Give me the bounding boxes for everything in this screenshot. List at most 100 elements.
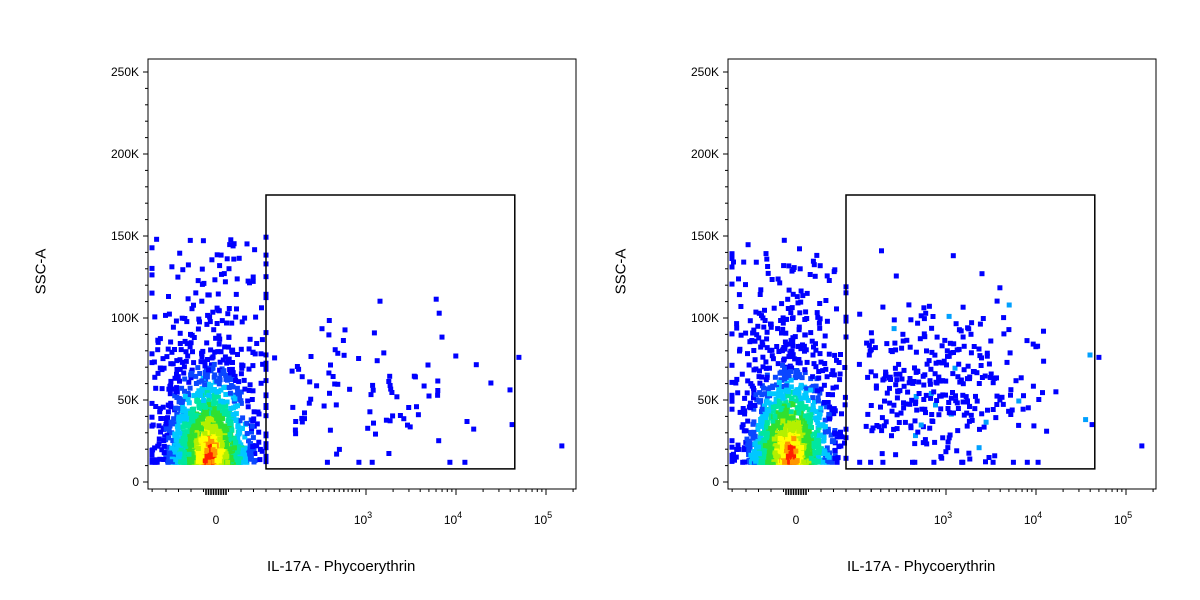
event-dot	[751, 449, 757, 454]
event-dot	[256, 429, 262, 435]
event-dot	[729, 444, 735, 450]
event-dot-positive	[415, 412, 421, 418]
event-dot	[742, 411, 748, 417]
event-dot	[801, 459, 807, 465]
event-dot	[258, 351, 264, 357]
event-dot	[811, 262, 817, 268]
event-dot-positive	[870, 425, 876, 431]
event-dot	[777, 280, 783, 286]
event-dot	[793, 410, 799, 416]
event-dot-positive	[900, 338, 906, 344]
event-dot	[759, 406, 765, 412]
event-dot	[731, 259, 736, 265]
event-dot	[813, 437, 819, 443]
event-dot	[796, 391, 802, 397]
event-dot	[766, 400, 772, 406]
event-dot	[215, 291, 221, 297]
event-dot	[800, 293, 806, 299]
event-dot	[774, 344, 780, 349]
event-dot-positive	[920, 373, 926, 379]
event-dot-positive	[927, 425, 933, 431]
event-dot	[236, 379, 242, 385]
event-dot	[778, 369, 784, 375]
event-dot	[770, 356, 776, 362]
event-dot	[194, 438, 200, 444]
event-dot	[797, 246, 802, 252]
event-dot	[776, 400, 782, 406]
event-dot	[208, 347, 214, 353]
event-dot-positive	[327, 390, 332, 396]
event-dot-positive	[918, 313, 924, 319]
event-dot	[772, 374, 778, 380]
event-dot	[180, 397, 186, 403]
event-dot	[769, 277, 775, 282]
event-dot	[779, 442, 785, 448]
event-dot	[816, 369, 822, 374]
event-dot	[185, 353, 191, 359]
event-dot	[821, 400, 827, 405]
event-dot	[762, 391, 768, 397]
event-dot-positive	[334, 451, 340, 457]
event-dot	[775, 410, 781, 416]
event-dot-positive	[879, 248, 884, 254]
event-dot-positive	[929, 325, 935, 331]
event-dot	[223, 392, 229, 397]
event-dot-positive	[879, 428, 885, 434]
event-dot-positive	[921, 397, 927, 402]
event-dot	[171, 421, 177, 427]
event-dot	[821, 435, 827, 440]
event-dot-positive	[921, 305, 927, 311]
event-dot	[758, 287, 764, 293]
event-dot	[751, 367, 757, 373]
event-dot	[826, 454, 832, 460]
gate-rectangle[interactable]	[265, 194, 516, 470]
y-tick-label: 100K	[691, 311, 719, 325]
event-dot	[821, 382, 827, 388]
event-dot	[197, 371, 203, 376]
gate-rectangle[interactable]	[845, 194, 1096, 470]
event-dot	[157, 365, 163, 371]
event-dot	[795, 371, 800, 377]
event-dot-positive	[902, 419, 908, 425]
event-dot	[767, 454, 773, 460]
event-dot	[758, 417, 764, 422]
event-dot-positive	[1013, 378, 1019, 384]
event-dot-positive	[973, 393, 978, 399]
event-dot-positive	[347, 386, 353, 392]
event-dot	[233, 291, 239, 297]
y-tick-label: 250K	[111, 65, 139, 79]
event-dot	[163, 421, 169, 427]
event-dot	[183, 349, 189, 355]
event-dot-positive	[1035, 459, 1041, 465]
event-dot	[822, 361, 828, 366]
y-tick-label: 150K	[111, 229, 139, 243]
event-dot	[823, 298, 829, 303]
event-dot-positive	[960, 392, 966, 398]
event-dot-positive	[868, 330, 874, 336]
event-dot	[214, 321, 220, 326]
event-dot	[768, 412, 774, 418]
event-dot	[205, 357, 210, 362]
event-dot-positive	[965, 325, 971, 331]
event-dot-positive	[900, 331, 906, 337]
event-dot-positive	[943, 449, 949, 455]
event-dot	[216, 455, 222, 461]
event-dot	[809, 438, 815, 444]
event-dot	[746, 448, 751, 454]
event-dot-positive	[272, 355, 278, 361]
event-dot	[737, 346, 743, 352]
event-dot-positive	[365, 425, 371, 431]
event-dot	[748, 431, 754, 437]
event-dot	[236, 255, 242, 261]
event-dot	[830, 385, 836, 391]
event-dot	[159, 447, 165, 453]
event-dot	[174, 411, 180, 417]
event-dot	[729, 281, 735, 287]
event-dot-positive	[965, 363, 971, 369]
event-dot	[196, 388, 202, 394]
event-dot	[783, 399, 789, 405]
event-dot	[782, 339, 788, 345]
event-dot	[831, 411, 837, 417]
event-dot	[174, 385, 180, 391]
event-dot	[835, 455, 841, 461]
